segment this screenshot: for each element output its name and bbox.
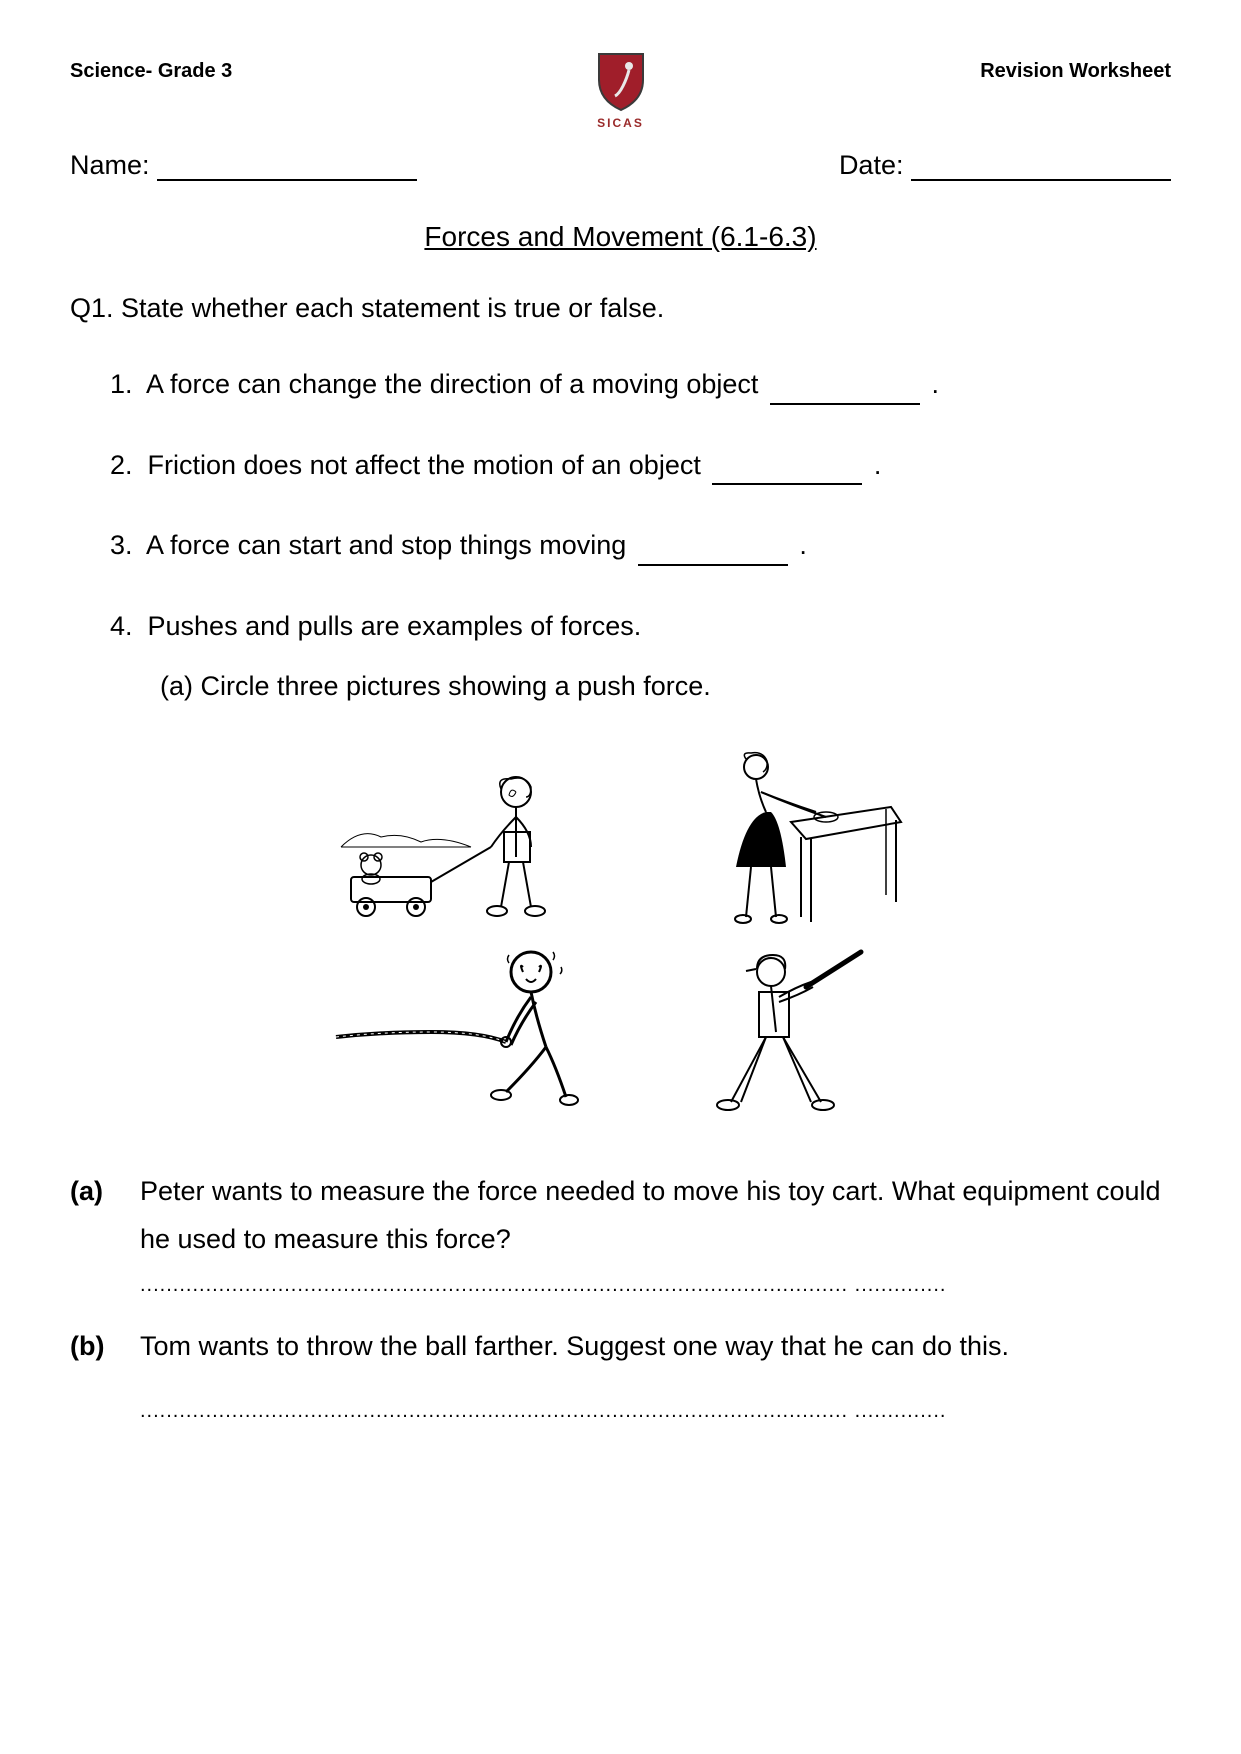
answer-line[interactable]: ........................................… bbox=[70, 1400, 1171, 1423]
picture-push-table[interactable] bbox=[651, 747, 911, 927]
item-text: Friction does not affect the motion of a… bbox=[148, 450, 701, 480]
name-label: Name: bbox=[70, 150, 150, 180]
q-label: (b) bbox=[70, 1322, 140, 1371]
picture-wagon-pull[interactable] bbox=[331, 747, 591, 927]
question-b: (b) Tom wants to throw the ball farther.… bbox=[70, 1322, 1171, 1371]
date-label: Date: bbox=[839, 150, 904, 180]
q-label: (a) bbox=[70, 1167, 140, 1264]
item-num: 2. bbox=[110, 445, 140, 486]
item-after: . bbox=[931, 369, 939, 399]
item-num: 4. bbox=[110, 606, 140, 647]
answer-blank[interactable] bbox=[770, 375, 920, 405]
name-date-row: Name: Date: bbox=[70, 150, 1171, 181]
logo-text: SICAS bbox=[597, 116, 644, 130]
item-text: Pushes and pulls are examples of forces. bbox=[148, 611, 642, 641]
q-text: Peter wants to measure the force needed … bbox=[140, 1167, 1171, 1264]
q1-item: 3. A force can start and stop things mov… bbox=[110, 525, 1171, 566]
header-left: Science- Grade 3 bbox=[70, 50, 593, 83]
header-right: Revision Worksheet bbox=[649, 50, 1172, 83]
item-num: 3. bbox=[110, 525, 140, 566]
name-blank[interactable] bbox=[157, 151, 417, 181]
date-field: Date: bbox=[839, 150, 1171, 181]
q1-item: 1. A force can change the direction of a… bbox=[110, 364, 1171, 405]
q-text: Tom wants to throw the ball farther. Sug… bbox=[140, 1322, 1171, 1371]
item-after: . bbox=[799, 530, 807, 560]
q1-item: 2. Friction does not affect the motion o… bbox=[110, 445, 1171, 486]
logo: SICAS bbox=[593, 50, 649, 130]
picture-baseball-bat[interactable] bbox=[651, 937, 911, 1117]
answer-blank[interactable] bbox=[638, 536, 788, 566]
item-text: A force can change the direction of a mo… bbox=[146, 369, 758, 399]
picture-tug-of-war[interactable] bbox=[331, 937, 591, 1117]
q1-list: 1. A force can change the direction of a… bbox=[70, 364, 1171, 707]
q1-heading: Q1. State whether each statement is true… bbox=[70, 293, 1171, 324]
answer-line[interactable]: ........................................… bbox=[70, 1274, 1171, 1297]
page-header: Science- Grade 3 SICAS Revision Workshee… bbox=[70, 50, 1171, 130]
question-a: (a) Peter wants to measure the force nee… bbox=[70, 1167, 1171, 1264]
item-num: 1. bbox=[110, 364, 140, 405]
item-after: . bbox=[874, 450, 882, 480]
worksheet-title: Forces and Movement (6.1-6.3) bbox=[70, 221, 1171, 253]
date-blank[interactable] bbox=[911, 151, 1171, 181]
picture-grid bbox=[70, 747, 1171, 1117]
item-text: A force can start and stop things moving bbox=[146, 530, 626, 560]
shield-icon bbox=[593, 50, 649, 112]
q1-item: 4. Pushes and pulls are examples of forc… bbox=[110, 606, 1171, 707]
name-field: Name: bbox=[70, 150, 417, 181]
q1-sub-a: (a) Circle three pictures showing a push… bbox=[110, 666, 1171, 707]
answer-blank[interactable] bbox=[712, 455, 862, 485]
